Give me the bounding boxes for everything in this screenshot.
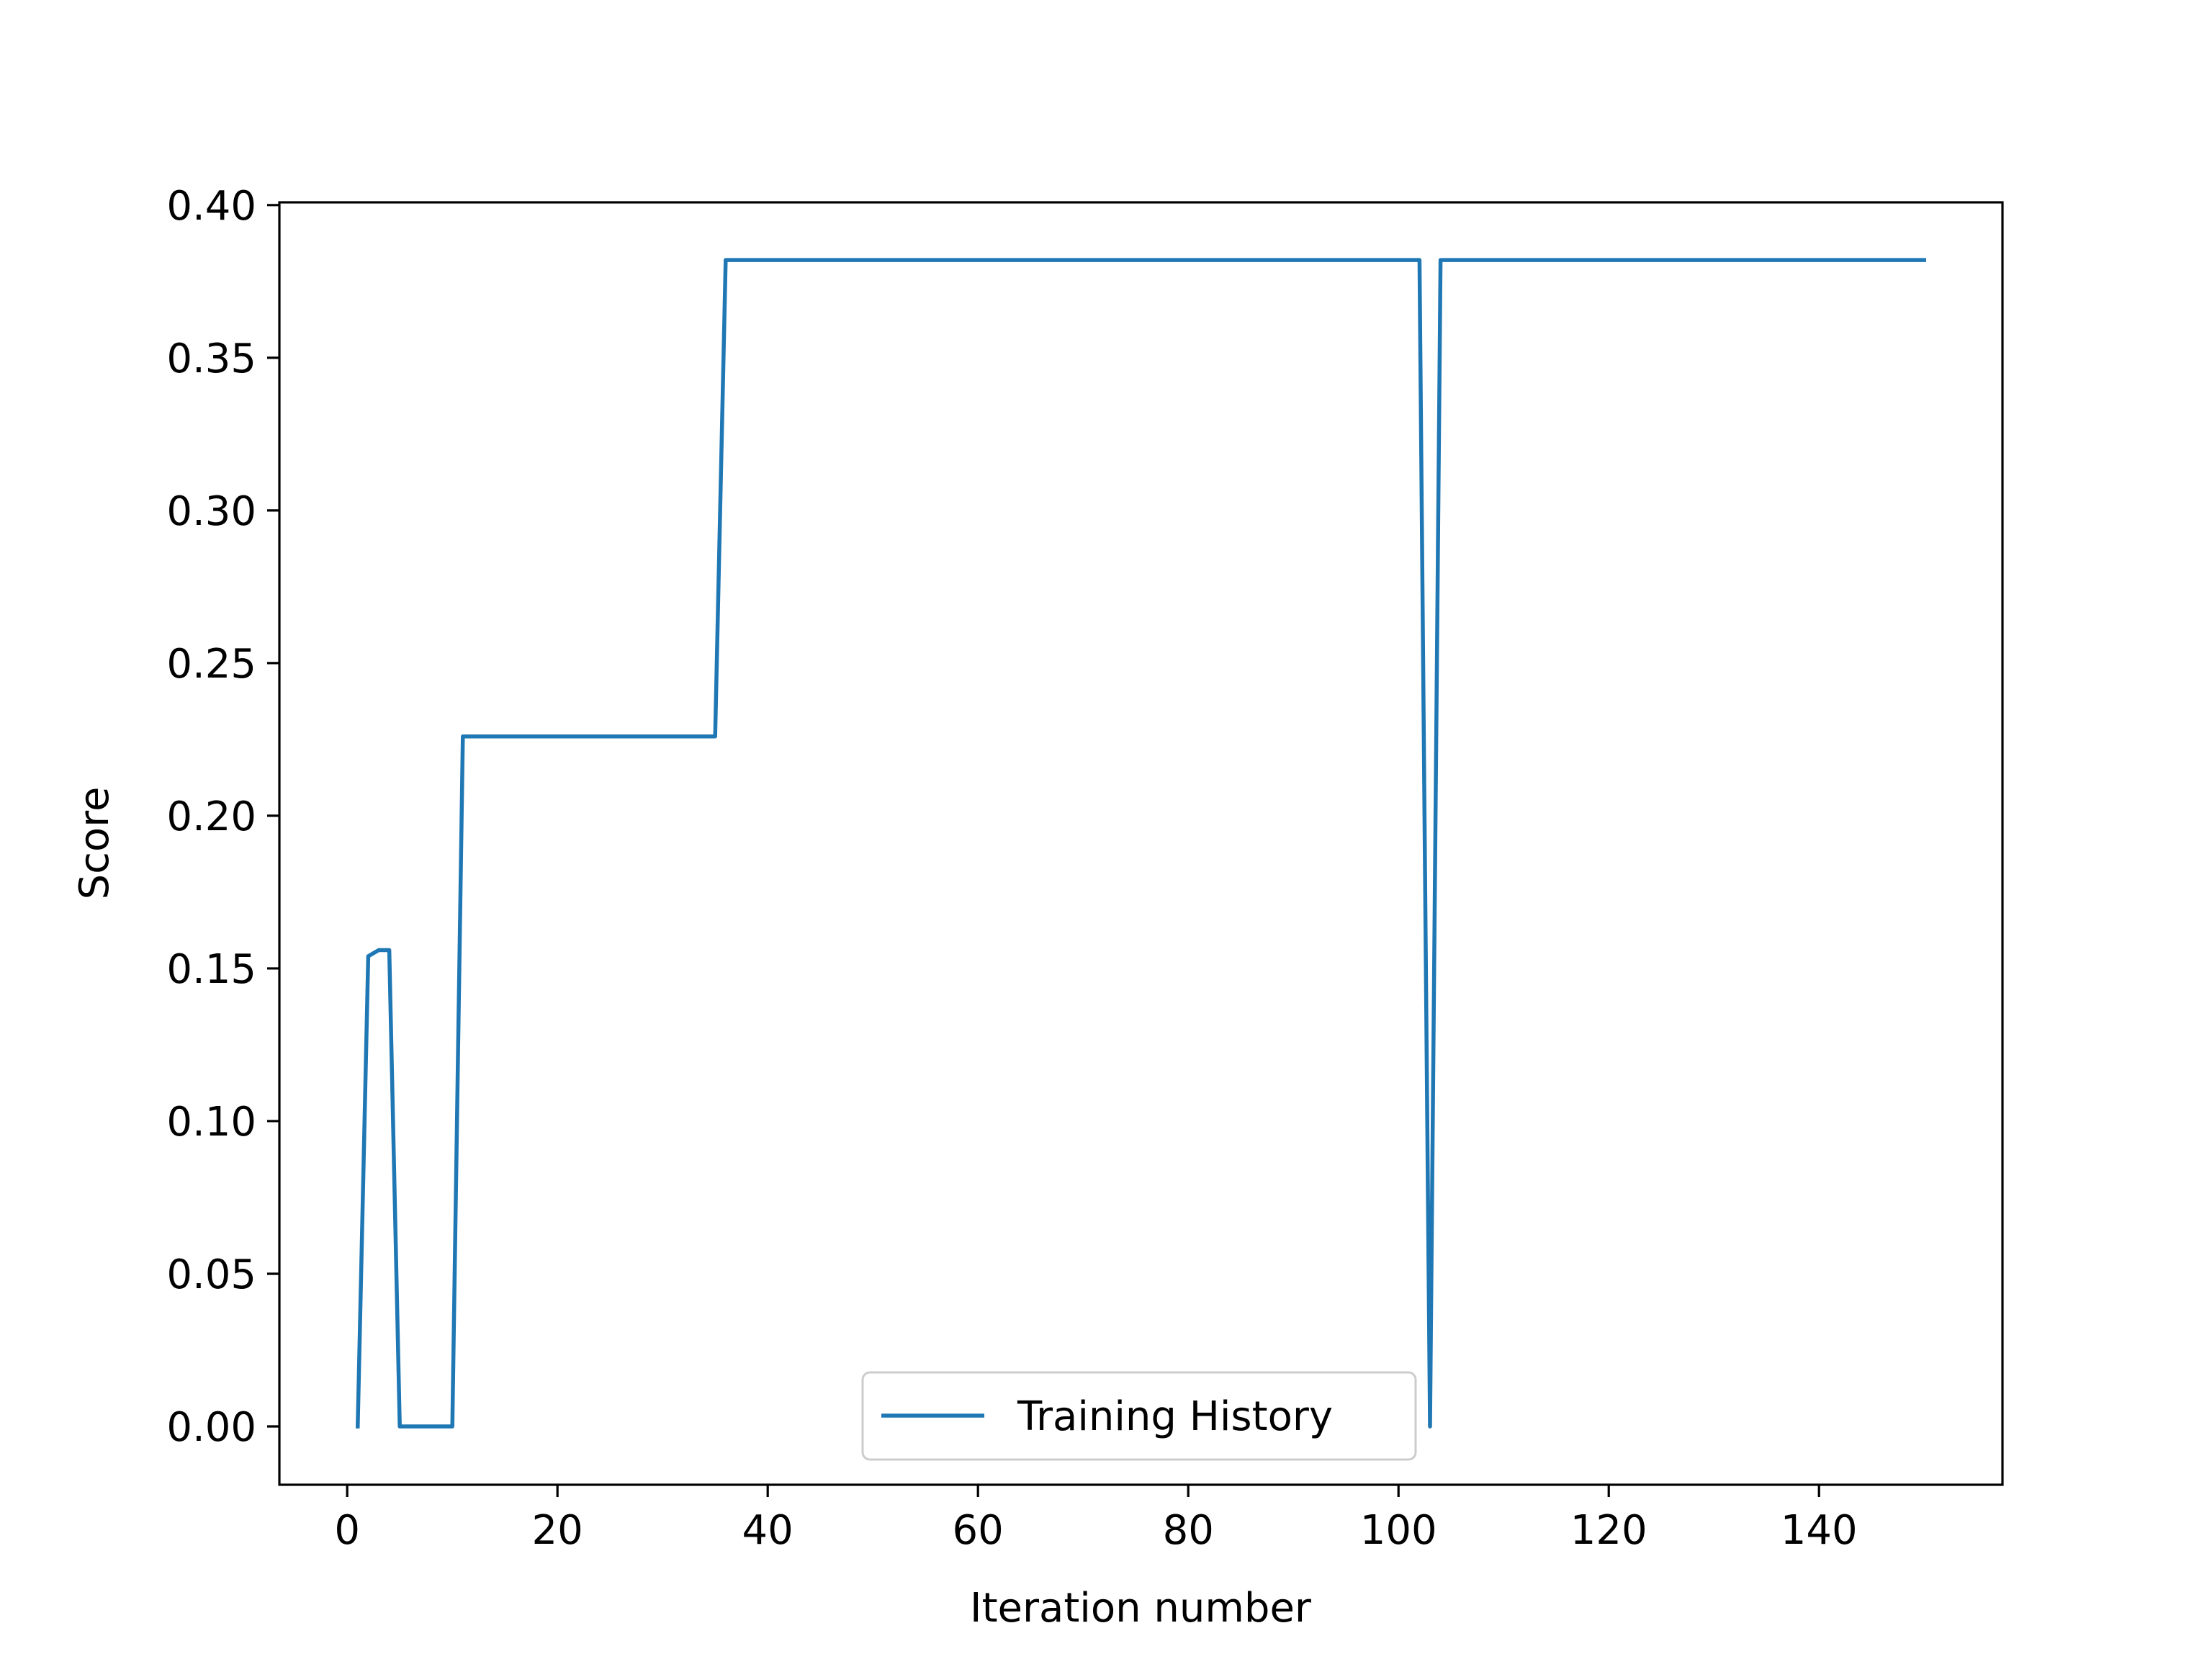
- axes-frame: [278, 201, 2004, 1486]
- x-axis-ticks: 0 20 40 60 80 100 120 140: [334, 1485, 1858, 1554]
- legend-box: [861, 1371, 1417, 1461]
- series-layer: [355, 258, 1926, 1429]
- y-tick-label-7: 0.35: [166, 336, 256, 382]
- x-tick-label-1: 20: [532, 1507, 583, 1554]
- y-tick-label-8: 0.40: [166, 183, 256, 230]
- x-tick-label-5: 100: [1360, 1507, 1437, 1554]
- y-tick-label-1: 0.05: [166, 1251, 256, 1298]
- x-tick-label-7: 140: [1781, 1507, 1858, 1554]
- legend: Training History: [861, 1371, 1417, 1461]
- y-tick-label-6: 0.30: [166, 488, 256, 535]
- x-axis-label: Iteration number: [970, 1585, 1312, 1632]
- x-tick-label-3: 60: [953, 1507, 1004, 1554]
- plot-area: [279, 202, 2002, 1485]
- x-tick-label-6: 120: [1570, 1507, 1647, 1554]
- y-axis-label: Score: [71, 787, 118, 900]
- x-tick-label-2: 40: [742, 1507, 793, 1554]
- x-tick-label-4: 80: [1163, 1507, 1214, 1554]
- x-tick-label-0: 0: [334, 1507, 360, 1554]
- y-tick-label-5: 0.25: [166, 641, 256, 688]
- y-tick-label-3: 0.15: [166, 946, 256, 993]
- y-tick-label-0: 0.00: [166, 1404, 256, 1451]
- series-line-training-history: [355, 258, 1926, 1429]
- y-tick-label-4: 0.20: [166, 793, 256, 840]
- legend-label-training-history: Training History: [1017, 1393, 1333, 1440]
- y-tick-label-2: 0.10: [166, 1099, 256, 1146]
- y-axis-ticks: 0.00 0.05 0.10 0.15 0.20 0.25 0.30 0.35 0.40: [166, 183, 279, 1451]
